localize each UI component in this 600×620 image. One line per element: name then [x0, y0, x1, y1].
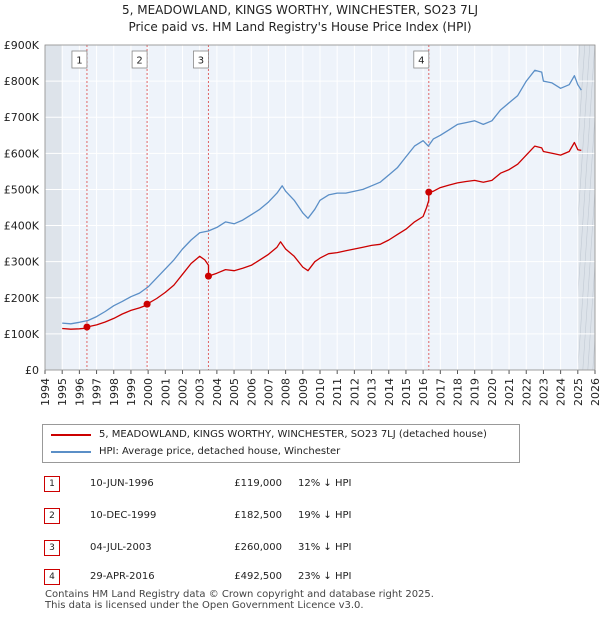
chart-title: 5, MEADOWLAND, KINGS WORTHY, WINCHESTER,… [0, 2, 600, 36]
x-tick-label: 2005 [228, 378, 241, 406]
legend-label-hpi: HPI: Average price, detached house, Winc… [99, 446, 341, 457]
hatch-line [577, 45, 586, 153]
sale-hpi-diff: 12% ↓ HPI [298, 478, 352, 489]
x-tick-label: 2011 [331, 378, 344, 406]
y-tick-label: £500K [4, 183, 40, 196]
sale-marker-box [413, 50, 430, 69]
x-tick-label: 1997 [91, 378, 104, 406]
sale-marker-label: 4 [418, 56, 424, 67]
y-tick-label: £600K [4, 147, 40, 160]
shaded-range [577, 45, 595, 370]
x-tick-label: 2024 [555, 378, 568, 406]
x-tick-label: 2004 [211, 378, 224, 406]
x-tick-label: 2016 [417, 378, 430, 406]
x-tick-label: 2014 [383, 378, 396, 406]
sale-row: 3 04-JUL-2003 £260,000 31% ↓ HPI [42, 538, 482, 558]
y-tick-label: £300K [4, 256, 40, 269]
x-tick-label: 2008 [280, 378, 293, 406]
sale-date: 29-APR-2016 [90, 571, 155, 582]
x-tick-label: 2003 [194, 378, 207, 406]
sale-row: 1 10-JUN-1996 £119,000 12% ↓ HPI [42, 474, 482, 494]
x-tick-label: 2012 [348, 378, 361, 406]
y-tick-label: £0 [25, 364, 39, 377]
footer-attribution: Contains HM Land Registry data © Crown c… [45, 589, 434, 611]
y-tick-label: £400K [4, 220, 40, 233]
sale-price: £260,000 [234, 542, 282, 553]
x-tick-label: 2015 [400, 378, 413, 406]
legend-swatch-hpi [51, 451, 91, 453]
x-tick-label: 2017 [434, 378, 447, 406]
y-tick-label: £900K [4, 39, 40, 52]
hatch-line [577, 45, 595, 301]
sale-number-badge: 4 [44, 569, 60, 585]
y-tick-label: £700K [4, 111, 40, 124]
hatch-line [577, 45, 591, 227]
y-tick-label: £200K [4, 292, 40, 305]
title-line-2: Price paid vs. HM Land Registry's House … [128, 20, 472, 34]
legend-label-property: 5, MEADOWLAND, KINGS WORTHY, WINCHESTER,… [99, 429, 487, 440]
sale-marker-label: 3 [198, 56, 204, 67]
x-tick-label: 1999 [125, 378, 138, 406]
x-tick-label: 1994 [39, 378, 52, 406]
x-tick-label: 2007 [262, 378, 275, 406]
hatch-line [587, 259, 595, 370]
x-tick-label: 1995 [56, 378, 69, 406]
sale-point [83, 323, 91, 331]
sale-price: £492,500 [234, 571, 282, 582]
x-tick-label: 2010 [314, 378, 327, 406]
sale-number-badge: 1 [44, 476, 60, 492]
hatch-line [577, 111, 595, 370]
x-tick-label: 1998 [108, 378, 121, 406]
plot-frame [44, 44, 596, 371]
sale-marker-box [71, 50, 88, 69]
legend: 5, MEADOWLAND, KINGS WORTHY, WINCHESTER,… [42, 424, 520, 463]
x-tick-label: 2018 [452, 378, 465, 406]
footer-line-1: Contains HM Land Registry data © Crown c… [45, 589, 434, 600]
sale-price: £119,000 [234, 478, 282, 489]
legend-swatch-property [51, 434, 91, 436]
x-tick-label: 2019 [469, 378, 482, 406]
x-tick-label: 2022 [520, 378, 533, 406]
x-tick-label: 2021 [503, 378, 516, 406]
sale-date: 04-JUL-2003 [90, 542, 152, 553]
sale-row: 2 10-DEC-1999 £182,500 19% ↓ HPI [42, 506, 482, 526]
sale-date: 10-DEC-1999 [90, 510, 157, 521]
x-tick-label: 2002 [177, 378, 190, 406]
sale-hpi-diff: 19% ↓ HPI [298, 510, 352, 521]
x-tick-label: 2006 [245, 378, 258, 406]
x-tick-label: 2013 [366, 378, 379, 406]
x-tick-label: 2026 [589, 378, 600, 406]
hatch-line [582, 185, 595, 370]
sale-marker-box [131, 50, 148, 69]
x-tick-label: 1996 [73, 378, 86, 406]
sale-hpi-diff: 23% ↓ HPI [298, 571, 352, 582]
sale-number-badge: 3 [44, 540, 60, 556]
sale-price: £182,500 [234, 510, 282, 521]
price-chart: £0 £100K £200K £300K £400K £500K £600K £700K £80… [4, 39, 600, 406]
sale-number-badge: 2 [44, 508, 60, 524]
x-tick-label: 2009 [297, 378, 310, 406]
shaded-range [45, 45, 63, 370]
y-tick-label: £800K [4, 75, 40, 88]
sale-point [425, 188, 433, 196]
sale-marker-label: 1 [76, 56, 82, 67]
x-tick-label: 2000 [142, 378, 155, 406]
sale-marker-label: 2 [136, 56, 142, 67]
sale-date: 10-JUN-1996 [90, 478, 154, 489]
sale-marker-box [193, 50, 209, 69]
x-tick-label: 2025 [572, 378, 585, 406]
footer-line-2: This data is licensed under the Open Gov… [45, 600, 364, 611]
title-line-1: 5, MEADOWLAND, KINGS WORTHY, WINCHESTER,… [121, 3, 479, 17]
hpi-line [62, 69, 582, 325]
x-tick-label: 2020 [486, 378, 499, 406]
x-tick-label: 2023 [537, 378, 550, 406]
sale-hpi-diff: 31% ↓ HPI [298, 542, 352, 553]
y-tick-label: £100K [4, 328, 40, 341]
sale-row: 4 29-APR-2016 £492,500 23% ↓ HPI [42, 567, 482, 587]
sale-point [143, 300, 151, 308]
sale-point [204, 272, 212, 280]
x-tick-label: 2001 [159, 378, 172, 406]
